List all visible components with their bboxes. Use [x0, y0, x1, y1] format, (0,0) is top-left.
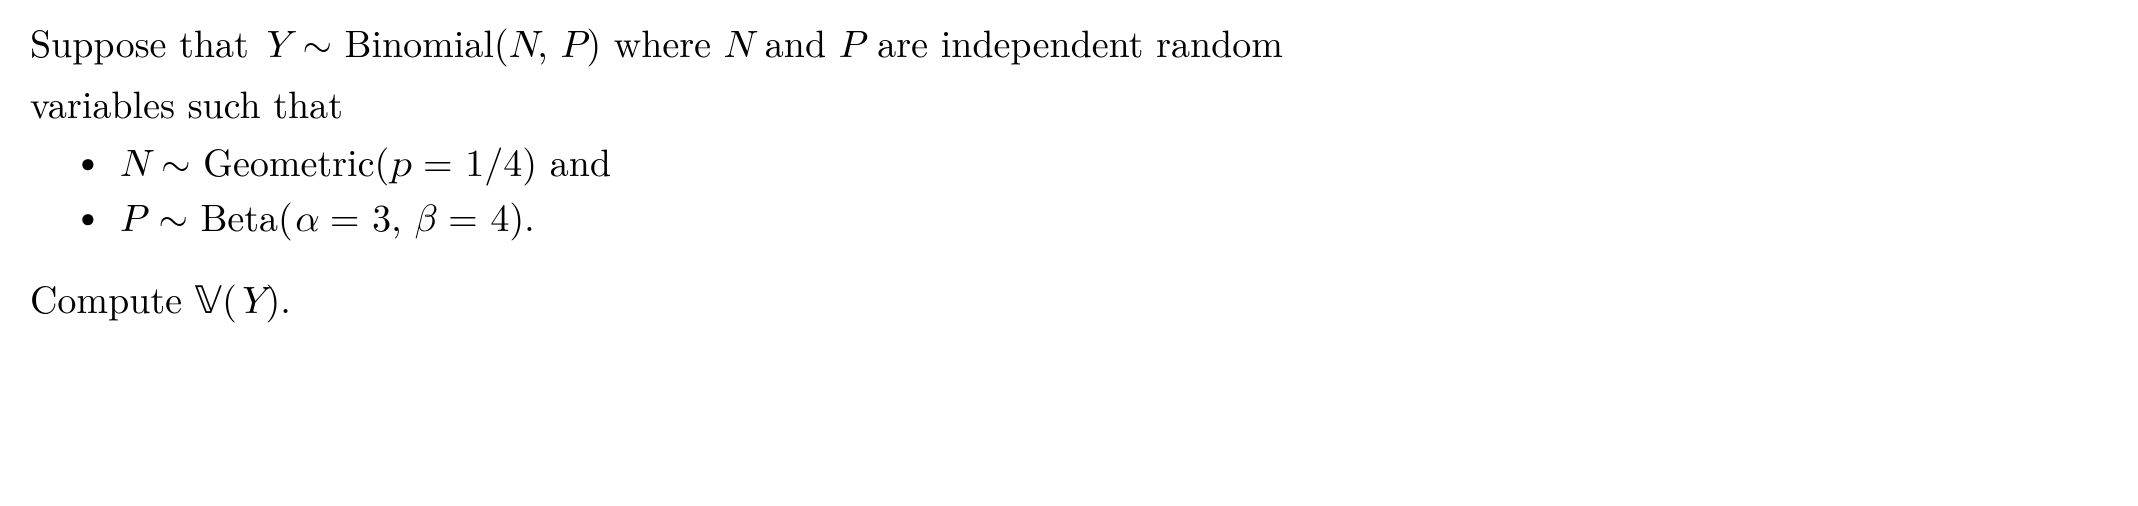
text-where: ) where	[586, 15, 723, 69]
text-compute: Compute	[30, 271, 195, 325]
problem-line-1: Suppose that Y ∼ Binomial(N, P) where N …	[30, 18, 2108, 71]
tilde-b2: ∼	[146, 201, 201, 239]
param-alpha: α	[293, 201, 317, 239]
var-P-b2: P	[120, 201, 146, 239]
param-beta: β	[414, 201, 435, 239]
tilde-1: ∼	[290, 27, 345, 65]
var-P: P	[560, 27, 586, 65]
text-eq-4: = 4).	[436, 189, 535, 243]
var-N-2: N	[724, 27, 753, 65]
text-suppose: Suppose that	[30, 15, 261, 69]
var-P-2: P	[839, 27, 865, 65]
bullet-item-1: ● N ∼ Geometric(p = 1/4) and	[80, 137, 2108, 190]
text-eq-quarter: = 1/4) and	[410, 134, 611, 188]
text-eq-3: = 3,	[317, 189, 414, 243]
variance-symbol: 𝕍	[195, 271, 222, 325]
compute-line: Compute 𝕍(Y).	[30, 274, 2108, 327]
dist-binomial: Binomial(	[345, 15, 509, 69]
text-variables-such-that: variables such that	[30, 76, 343, 130]
bullet-list: ● N ∼ Geometric(p = 1/4) and ● P ∼ Beta(…	[80, 137, 2108, 246]
tilde-b1: ∼	[149, 146, 204, 184]
dist-beta: Beta(	[201, 189, 293, 243]
param-p: p	[389, 146, 410, 184]
comma: ,	[537, 15, 560, 69]
paren-close: ).	[265, 271, 290, 325]
dist-geometric: Geometric(	[203, 134, 389, 188]
bullet-2-content: P ∼ Beta(α = 3, β = 4).	[120, 192, 535, 245]
problem-line-2: variables such that	[30, 79, 2108, 128]
text-tail: are independent random	[865, 15, 1283, 69]
var-N-b1: N	[120, 146, 149, 184]
bullet-marker-icon: ●	[80, 200, 120, 234]
bullet-item-2: ● P ∼ Beta(α = 3, β = 4).	[80, 192, 2108, 245]
paren-open: (	[222, 271, 237, 325]
bullet-marker-icon: ●	[80, 145, 120, 179]
var-Y: Y	[261, 27, 290, 65]
bullet-1-content: N ∼ Geometric(p = 1/4) and	[120, 137, 611, 190]
var-Y-compute: Y	[237, 283, 266, 321]
var-N: N	[509, 27, 538, 65]
text-and: and	[752, 15, 839, 69]
